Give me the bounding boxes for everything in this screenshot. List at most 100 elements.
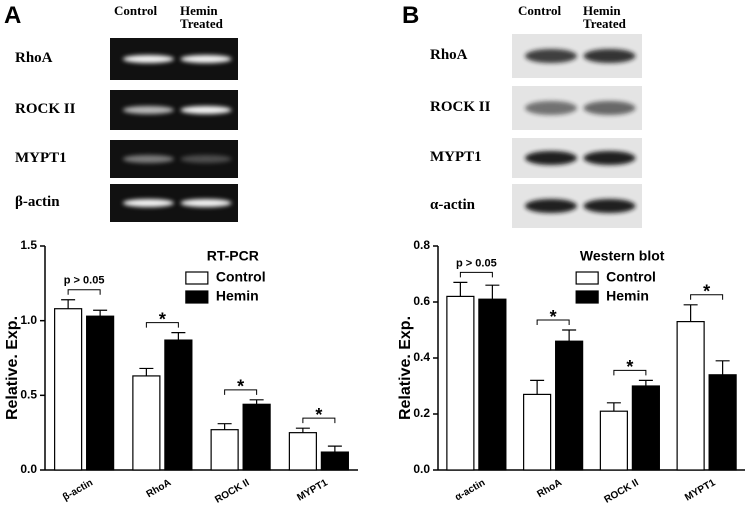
bar bbox=[320, 451, 349, 471]
x-tick-label: MYPT1 bbox=[683, 477, 718, 503]
bar bbox=[446, 295, 475, 471]
error-bar bbox=[249, 399, 264, 405]
column-label: Hemin Treated bbox=[180, 3, 223, 31]
significance-bracket bbox=[613, 369, 647, 376]
blot-band bbox=[180, 199, 232, 207]
column-label: Hemin Treated bbox=[583, 3, 626, 31]
bar bbox=[676, 321, 705, 471]
column-label: Control bbox=[518, 3, 562, 18]
x-tick-label: RhoA bbox=[535, 477, 564, 500]
row-label: ROCK II bbox=[15, 101, 76, 117]
error-bar bbox=[562, 329, 577, 342]
blot-band bbox=[180, 155, 232, 163]
column-label: Control bbox=[114, 3, 158, 18]
y-tick-label: 0.5 bbox=[20, 388, 37, 402]
significance-bracket bbox=[302, 417, 336, 424]
significance-bracket bbox=[536, 319, 570, 325]
bar bbox=[631, 385, 660, 471]
blot-band bbox=[122, 55, 174, 63]
blot-band bbox=[583, 151, 636, 165]
row-label: RhoA bbox=[15, 50, 53, 66]
y-tick-label: 0.4 bbox=[413, 350, 430, 364]
bar bbox=[164, 339, 193, 471]
x-tick-label: ROCK II bbox=[602, 477, 640, 506]
blot-band bbox=[180, 106, 232, 114]
panel-letter: B bbox=[402, 2, 420, 29]
significance-bracket bbox=[224, 389, 258, 395]
annotation: * bbox=[159, 309, 166, 329]
bar bbox=[54, 308, 83, 471]
bar bbox=[242, 403, 271, 471]
legend-swatch bbox=[575, 271, 599, 285]
bar bbox=[478, 298, 507, 471]
annotation: * bbox=[237, 377, 244, 397]
significance-bracket bbox=[67, 289, 101, 295]
x-tick-label: ROCK II bbox=[213, 477, 251, 506]
annotation: * bbox=[550, 307, 557, 327]
row-label: β-actin bbox=[15, 194, 60, 210]
error-bar bbox=[606, 402, 621, 412]
y-tick-label: 1.0 bbox=[20, 313, 37, 327]
significance-bracket bbox=[690, 294, 724, 300]
blot-band bbox=[122, 155, 174, 163]
legend-swatch bbox=[185, 271, 209, 285]
blot-band bbox=[525, 151, 577, 165]
legend-label: Hemin bbox=[216, 288, 259, 304]
bar bbox=[708, 374, 737, 471]
row-label: ROCK II bbox=[430, 99, 491, 115]
x-tick-label: α-actin bbox=[453, 477, 487, 503]
y-tick-label: 0.2 bbox=[413, 406, 430, 420]
panel-letter: A bbox=[4, 2, 22, 29]
y-axis-label: Relative. Exp. bbox=[4, 316, 21, 420]
blot-band bbox=[122, 106, 174, 114]
chart-title: RT-PCR bbox=[207, 248, 259, 264]
x-tick-label: MYPT1 bbox=[295, 477, 330, 503]
row-label: MYPT1 bbox=[430, 149, 482, 165]
annotation: p > 0.05 bbox=[456, 257, 497, 269]
error-bar bbox=[683, 304, 698, 322]
row-label: RhoA bbox=[430, 47, 468, 63]
row-label: α-actin bbox=[430, 197, 476, 213]
error-bar bbox=[61, 299, 76, 309]
error-bar bbox=[485, 284, 500, 300]
error-bar bbox=[327, 445, 342, 453]
blot-band bbox=[180, 55, 232, 63]
y-tick-label: 0.8 bbox=[413, 238, 430, 252]
error-bar bbox=[171, 332, 186, 341]
bar bbox=[599, 410, 628, 471]
blot-band bbox=[525, 101, 577, 115]
x-tick-label: β-actin bbox=[61, 477, 95, 503]
y-axis-label: Relative. Exp. bbox=[397, 316, 414, 420]
legend-label: Control bbox=[216, 269, 266, 285]
error-bar bbox=[453, 281, 468, 297]
y-tick-label: 0.0 bbox=[413, 462, 430, 476]
y-tick-label: 0.0 bbox=[20, 462, 37, 476]
legend-label: Hemin bbox=[606, 288, 649, 304]
blot-band bbox=[525, 49, 577, 63]
error-bar bbox=[295, 427, 310, 433]
bar bbox=[288, 432, 317, 471]
blot-band bbox=[525, 199, 577, 213]
row-label: MYPT1 bbox=[15, 150, 67, 166]
annotation: p > 0.05 bbox=[64, 275, 105, 287]
bar bbox=[86, 315, 115, 471]
error-bar bbox=[93, 309, 108, 317]
annotation: * bbox=[626, 357, 633, 377]
bar bbox=[523, 393, 552, 471]
annotation: * bbox=[703, 282, 710, 302]
y-tick-label: 1.5 bbox=[20, 238, 37, 252]
legend-swatch bbox=[185, 290, 209, 304]
chart-title: Western blot bbox=[580, 248, 665, 264]
annotation: * bbox=[315, 405, 322, 425]
significance-bracket bbox=[145, 322, 179, 328]
error-bar bbox=[217, 423, 232, 430]
y-tick-label: 0.6 bbox=[413, 294, 430, 308]
bar bbox=[210, 429, 239, 471]
legend-label: Control bbox=[606, 269, 656, 285]
significance-bracket bbox=[459, 271, 493, 278]
error-bar bbox=[139, 367, 154, 376]
blot-band bbox=[583, 49, 636, 63]
error-bar bbox=[530, 379, 545, 395]
bar bbox=[132, 375, 161, 471]
